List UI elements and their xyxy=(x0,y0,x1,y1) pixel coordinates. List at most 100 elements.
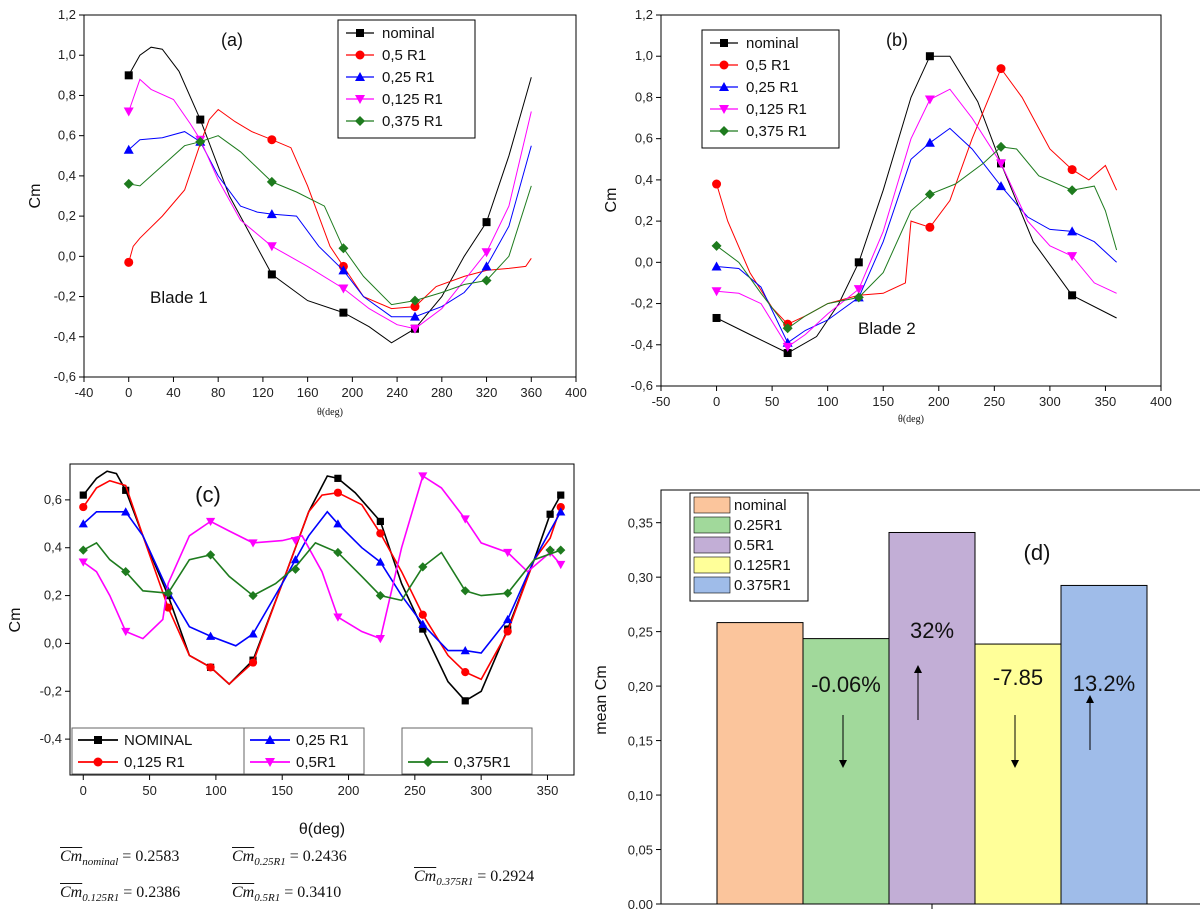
data-point xyxy=(503,614,513,624)
data-point xyxy=(460,515,470,524)
y-tick-label: -0,2 xyxy=(631,296,653,311)
x-tick-label: 300 xyxy=(470,783,492,798)
formula-0125: Cm0.125R1 = 0.2386 xyxy=(60,884,181,905)
series-line xyxy=(128,135,532,306)
y-tick-label: 0,8 xyxy=(58,87,76,102)
x-tick-label: 300 xyxy=(1039,394,1061,409)
data-point xyxy=(503,588,513,598)
series-line xyxy=(82,479,562,686)
x-tick-label: 0 xyxy=(713,394,720,409)
data-point xyxy=(248,590,258,601)
data-point xyxy=(338,265,349,275)
data-point xyxy=(338,284,349,294)
data-point xyxy=(461,697,469,705)
data-point xyxy=(545,545,555,555)
legend-swatch xyxy=(693,536,731,554)
data-point xyxy=(924,137,935,147)
x-tick-label: 350 xyxy=(1095,394,1117,409)
data-point xyxy=(290,536,301,546)
data-point xyxy=(290,555,301,564)
chart-d: 0,00 0,05 0,10 0,15 0,20 0,25 0,30 0,35 mean Cm -… xyxy=(593,489,1200,909)
data-point xyxy=(121,627,131,637)
x-tick-label: 160 xyxy=(297,385,319,400)
data-point xyxy=(461,668,470,677)
legend-label: 0.25R1 xyxy=(734,517,782,534)
data-point xyxy=(376,517,384,526)
formula-nominal: Cmnominal = 0.2583 xyxy=(60,848,180,869)
y-tick-label: -0,6 xyxy=(54,369,76,384)
y-tick-label: -0,4 xyxy=(40,731,62,746)
legend-swatch xyxy=(693,496,731,514)
legend-marker xyxy=(355,50,365,60)
data-point xyxy=(418,472,428,481)
bar-label: -0.06% xyxy=(811,672,881,697)
data-point xyxy=(163,588,173,598)
x-tick-label: 400 xyxy=(565,385,587,400)
data-point xyxy=(410,302,420,312)
y-tick-label: 0,6 xyxy=(635,131,653,146)
bar xyxy=(974,643,1062,905)
legend-marker xyxy=(265,735,275,744)
y-tick-label: 0,8 xyxy=(635,89,653,104)
data-point xyxy=(1068,291,1077,300)
y-axis-label: Cm xyxy=(7,608,24,633)
legend-label: nominal xyxy=(734,497,787,514)
legend-label: 0,5R1 xyxy=(296,754,336,771)
legend-label: 0.125R1 xyxy=(734,557,791,574)
data-point xyxy=(546,510,554,518)
legend-label: NOMINAL xyxy=(124,732,192,749)
y-tick-label: 0,35 xyxy=(628,516,653,531)
data-point xyxy=(460,646,470,655)
data-point xyxy=(376,529,385,538)
data-point xyxy=(409,295,420,306)
x-tick-label: 400 xyxy=(1150,394,1172,409)
y-tick-label: 0,05 xyxy=(628,843,653,858)
legend-label: 0.375R1 xyxy=(734,577,791,594)
panel-label: (b) xyxy=(886,30,908,50)
data-point xyxy=(248,658,258,667)
x-axis-label: θ(deg) xyxy=(317,407,343,418)
series-line xyxy=(716,67,1118,325)
data-point xyxy=(122,486,130,494)
data-point xyxy=(711,287,722,297)
data-point xyxy=(1067,252,1078,262)
y-tick-label: 0,0 xyxy=(635,254,653,269)
data-point xyxy=(419,625,427,633)
x-tick-label: 40 xyxy=(166,385,180,400)
data-point xyxy=(333,613,343,622)
data-point xyxy=(205,631,216,640)
blade-label: Blade 2 xyxy=(858,319,916,338)
legend-label: 0,125 R1 xyxy=(746,101,807,118)
data-point xyxy=(123,107,134,117)
x-tick-label: 200 xyxy=(928,394,950,409)
data-point xyxy=(267,135,277,145)
data-point xyxy=(996,141,1006,152)
data-point xyxy=(418,562,428,572)
legend-label: 0,5 R1 xyxy=(746,57,790,74)
panel-label: (c) xyxy=(195,482,221,507)
x-tick-label: 200 xyxy=(338,783,360,798)
arrow-head xyxy=(914,665,922,673)
series-line xyxy=(82,470,562,702)
data-point xyxy=(124,71,133,80)
legend-label: 0,25 R1 xyxy=(746,79,799,96)
x-axis-label: θ(deg) xyxy=(898,414,924,425)
y-tick-label: 0,6 xyxy=(44,492,62,507)
y-tick-label: 0,20 xyxy=(628,679,653,694)
legend-marker xyxy=(719,126,729,136)
arrow-head xyxy=(839,760,847,768)
data-point xyxy=(996,159,1006,169)
data-point xyxy=(925,52,934,61)
bar xyxy=(802,638,890,905)
data-point xyxy=(123,178,134,189)
data-point xyxy=(1067,165,1077,175)
y-tick-label: 0,00 xyxy=(628,897,653,909)
data-point xyxy=(206,663,215,672)
x-tick-label: 350 xyxy=(537,783,559,798)
formula-025: Cm0.25R1 = 0.2436 xyxy=(232,848,347,869)
chart-b: -50 0 50 100 150 200 250 300 350 400 -0,6 -0,4 -0,2 0… xyxy=(603,7,1172,425)
data-point xyxy=(195,136,206,147)
data-point xyxy=(853,292,864,303)
x-tick-label: 150 xyxy=(271,783,293,798)
legend-marker xyxy=(265,758,275,767)
